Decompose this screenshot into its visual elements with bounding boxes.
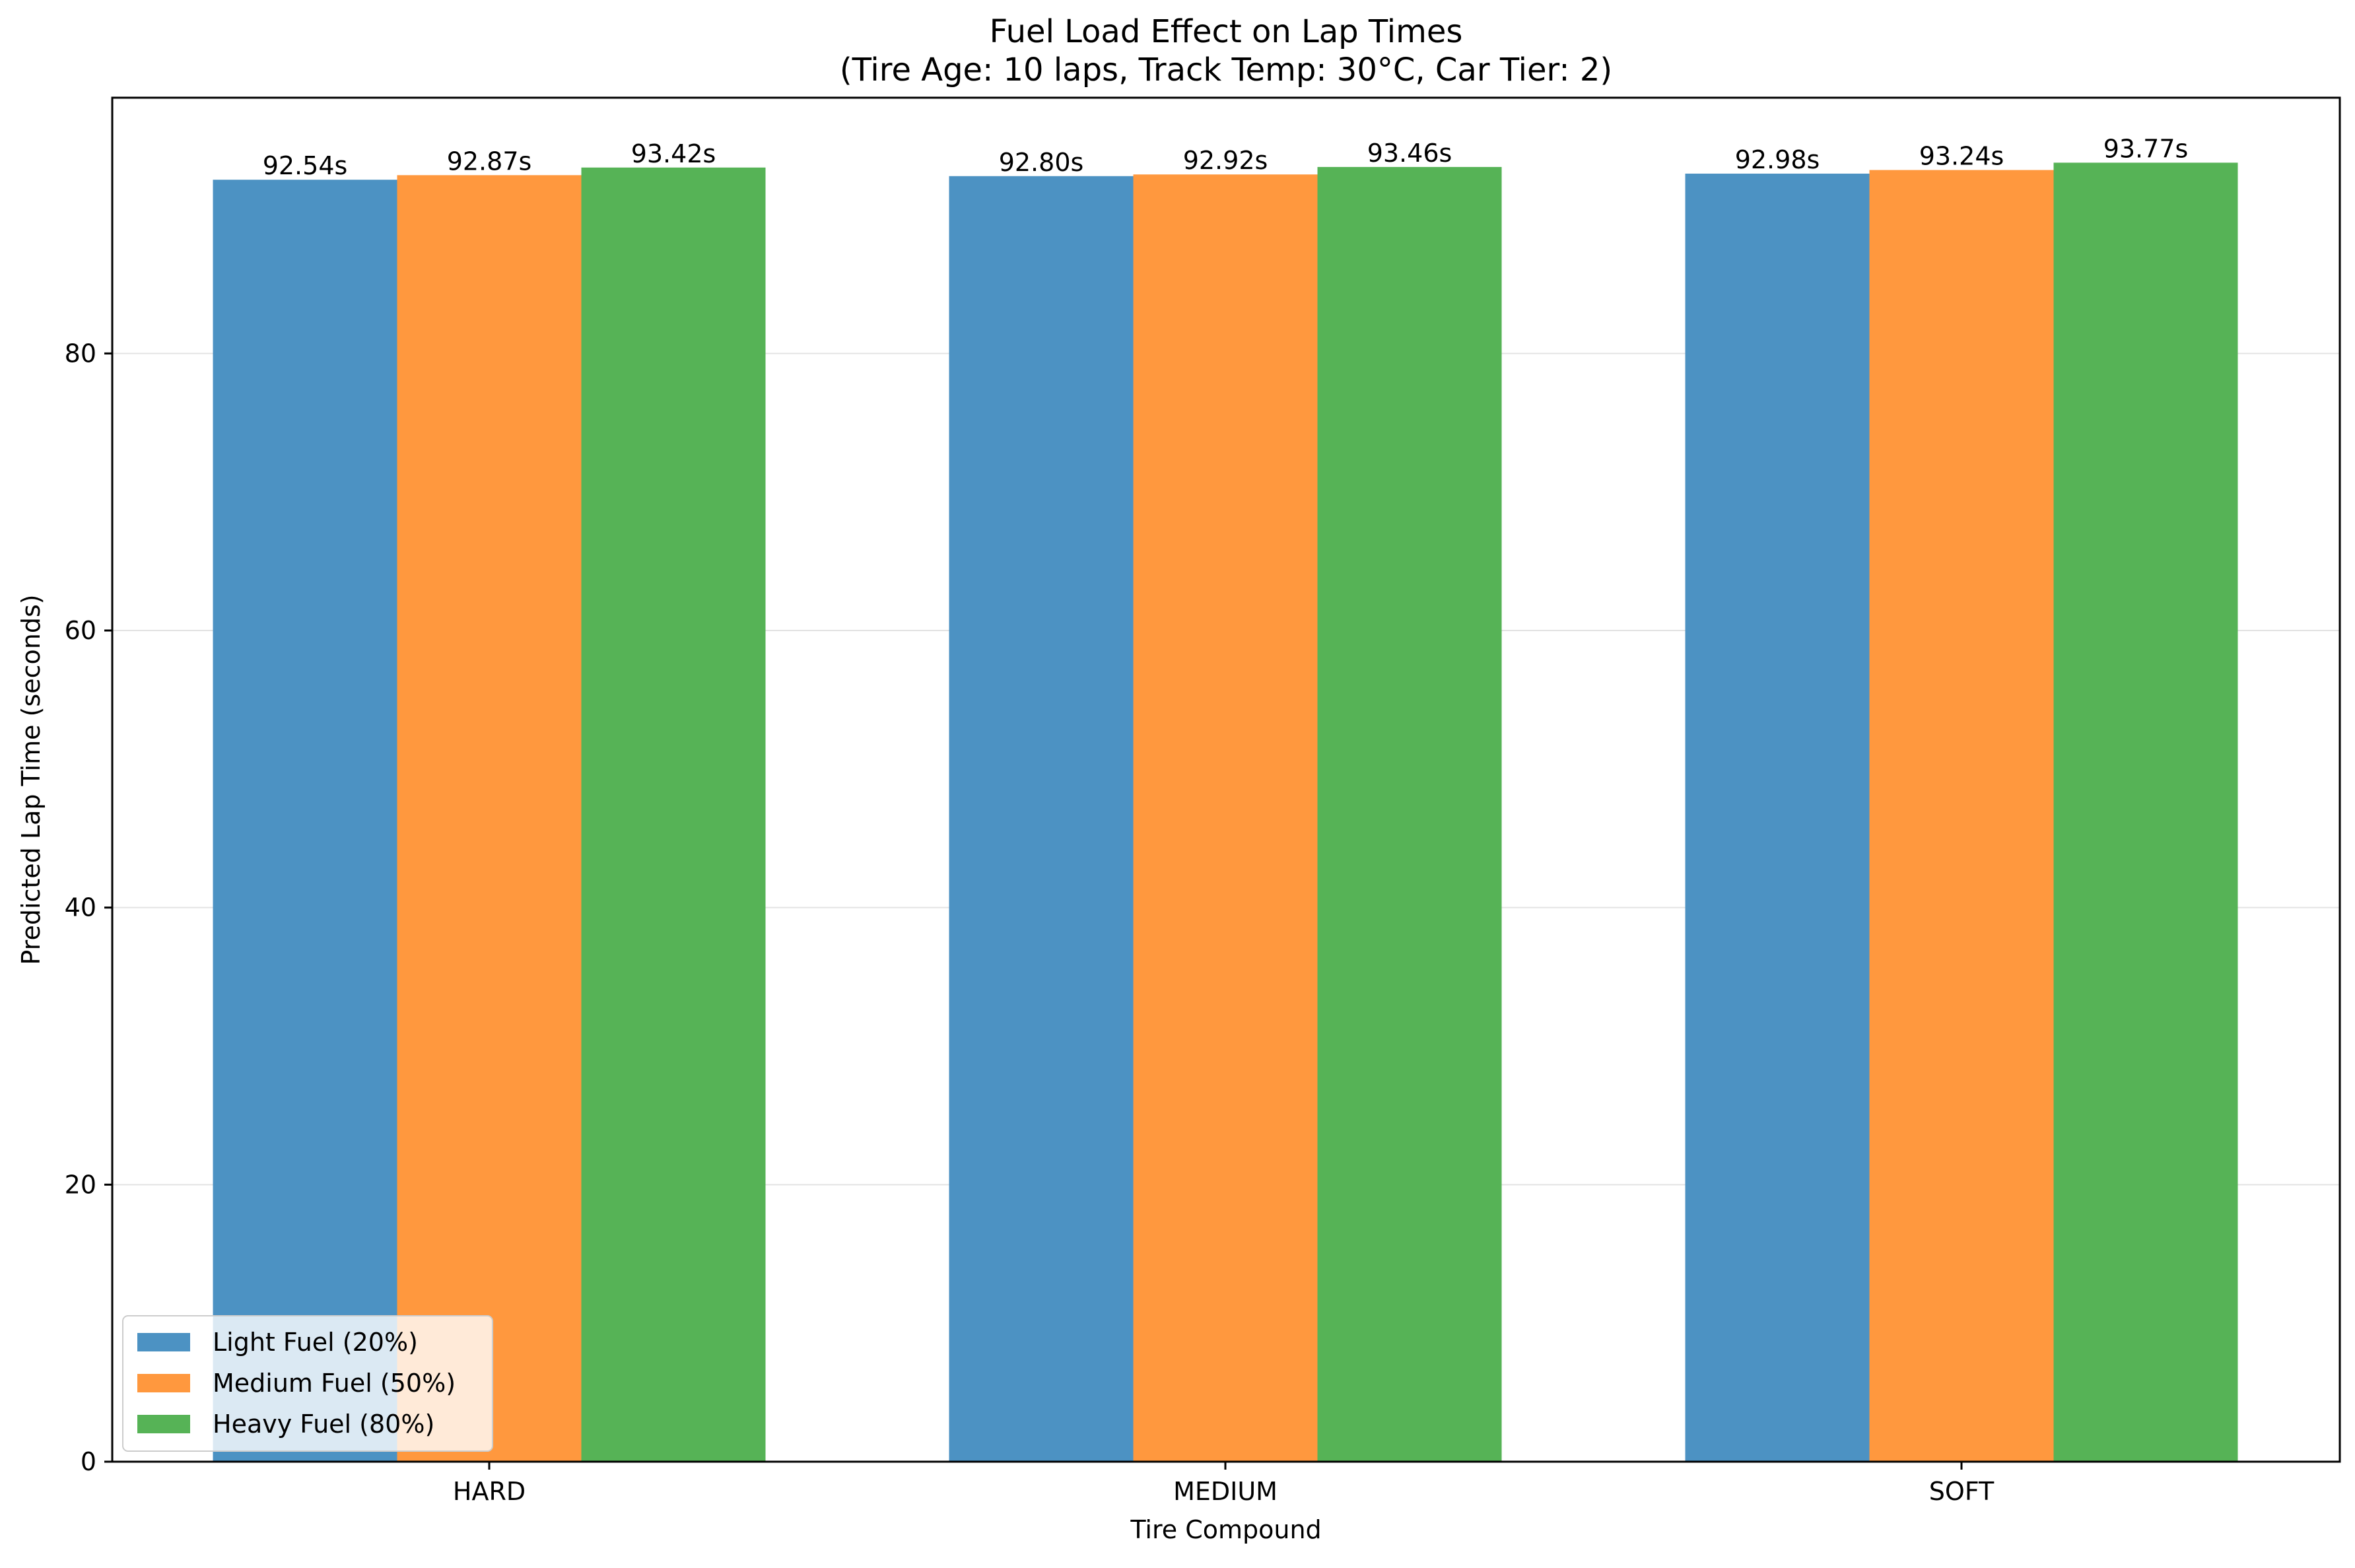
x-tick-label: HARD [453, 1477, 526, 1506]
x-axis-label: Tire Compound [1130, 1515, 1321, 1544]
value-labels: 92.54s 92.80s 92.98s 92.87s 92.92s 93.24s 93.4… [263, 134, 2189, 180]
bar [1869, 170, 2054, 1462]
legend-label: Medium Fuel (50%) [213, 1369, 456, 1398]
bar-value-label: 92.92s [1183, 146, 1268, 175]
x-tick-label: SOFT [1929, 1477, 1995, 1506]
legend: Light Fuel (20%) Medium Fuel (50%) Heavy F… [122, 1315, 493, 1452]
bar-value-label: 92.54s [263, 151, 348, 180]
legend-swatch [137, 1415, 190, 1433]
bar [1133, 174, 1318, 1462]
bar-value-label: 93.24s [1919, 142, 2004, 171]
x-tick-label: MEDIUM [1173, 1477, 1278, 1506]
bar [397, 175, 582, 1462]
y-tick-label: 40 [65, 893, 96, 922]
bars [213, 162, 2238, 1462]
chart-title: Fuel Load Effect on Lap Times [990, 13, 1463, 50]
bar [1685, 173, 1870, 1462]
bar [213, 180, 397, 1462]
bar-value-label: 92.80s [999, 148, 1084, 177]
bar-value-label: 92.87s [447, 147, 532, 176]
bar-value-label: 93.42s [631, 139, 716, 168]
legend-label: Light Fuel (20%) [213, 1328, 418, 1357]
legend-box [122, 1315, 493, 1452]
bar [949, 176, 1134, 1462]
y-tick-label: 20 [65, 1170, 96, 1199]
y-tick-label: 60 [65, 616, 96, 645]
bar-value-label: 92.98s [1735, 145, 1820, 174]
bar [581, 167, 766, 1462]
y-axis: 0 20 40 60 80 [65, 339, 112, 1476]
bar [2053, 162, 2238, 1462]
bar [1317, 166, 1502, 1462]
y-axis-label: Predicted Lap Time (seconds) [17, 594, 46, 965]
legend-swatch [137, 1374, 190, 1392]
x-axis: HARD MEDIUM SOFT [453, 1462, 1995, 1506]
bar-value-label: 93.77s [2103, 134, 2189, 163]
legend-label: Heavy Fuel (80%) [213, 1410, 434, 1439]
y-tick-label: 0 [81, 1447, 96, 1476]
y-tick-label: 80 [65, 339, 96, 368]
bar-value-label: 93.46s [1367, 139, 1452, 168]
chart-subtitle: (Tire Age: 10 laps, Track Temp: 30°C, Ca… [840, 51, 1612, 88]
legend-swatch [137, 1333, 190, 1351]
